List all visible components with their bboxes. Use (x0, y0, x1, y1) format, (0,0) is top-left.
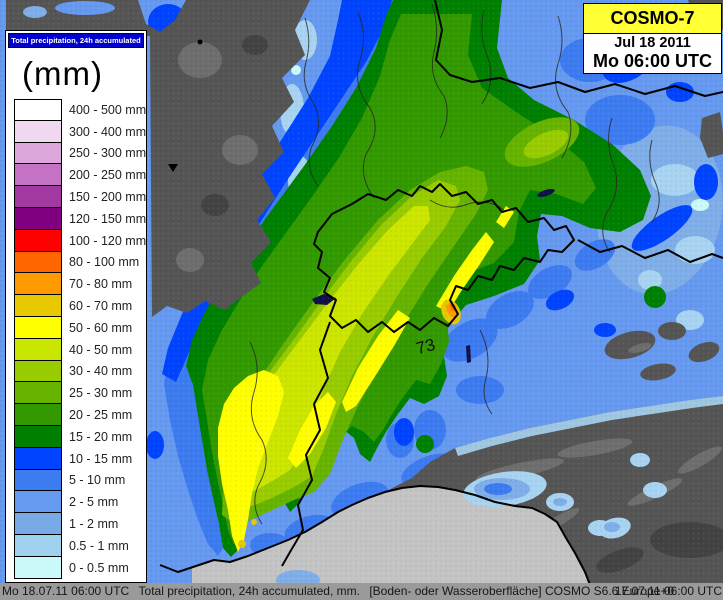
status-bar: Mo 18.07.11 06:00 UTC Total precipitatio… (0, 583, 723, 600)
legend-entry: 400 - 500 mm (14, 99, 147, 121)
legend-entry: 5 - 10 mm (14, 469, 144, 492)
legend-entry: 200 - 250 mm (14, 164, 147, 187)
legend-swatch-color (14, 491, 62, 514)
legend-entry-label: 150 - 200 mm (69, 190, 147, 205)
legend-swatch-color (14, 164, 62, 187)
legend-entry: 1 - 2 mm (14, 513, 144, 535)
legend-panel: Total precipitation, 24h accumulated (mm… (5, 30, 147, 583)
legend-entry: 60 - 70 mm (14, 295, 144, 317)
legend-entry-label: 70 - 80 mm (69, 277, 133, 292)
legend-entry: 20 - 25 mm (14, 404, 144, 426)
legend-title: Total precipitation, 24h accumulated (8, 33, 144, 48)
legend-entry-label: 40 - 50 mm (69, 342, 133, 357)
legend-unit-label: (mm) (22, 55, 103, 92)
legend-swatch-color (14, 207, 62, 230)
status-valid-datetime: Mo 18.07.11 06:00 UTC (2, 584, 130, 598)
legend-entry: 100 - 120 mm (14, 229, 147, 252)
legend-swatch-color (14, 229, 62, 252)
legend-entry: 30 - 40 mm (14, 360, 144, 383)
legend-entry-label: 30 - 40 mm (69, 364, 133, 379)
legend-entry: 250 - 300 mm (14, 142, 147, 165)
legend-swatch-color (14, 469, 62, 492)
legend-swatch-color (14, 556, 62, 579)
legend-entry: 0 - 0.5 mm (14, 556, 144, 579)
legend-entry-label: 300 - 400 mm (69, 124, 147, 139)
legend-entry-label: 60 - 70 mm (69, 299, 133, 314)
legend-swatch-color (14, 447, 62, 470)
legend-swatch-color (14, 534, 62, 557)
legend-entry: 150 - 200 mm (14, 186, 147, 208)
legend-swatch-color (14, 142, 62, 165)
legend-entry-label: 80 - 100 mm (69, 255, 140, 270)
model-name: COSMO-7 (584, 4, 721, 34)
forecast-date: Jul 18 2011 (614, 35, 691, 51)
legend-entry: 15 - 20 mm (14, 425, 144, 448)
legend-entry-label: 10 - 15 mm (69, 451, 133, 466)
legend-entry: 2 - 5 mm (14, 491, 144, 514)
legend-entry-label: 100 - 120 mm (69, 233, 147, 248)
legend-entry-label: 25 - 30 mm (69, 386, 133, 401)
legend-swatch-color (14, 295, 62, 317)
legend-swatch-color (14, 251, 62, 274)
legend-entry: 0.5 - 1 mm (14, 534, 144, 557)
legend-entry: 120 - 150 mm (14, 207, 147, 230)
legend-entry-label: 50 - 60 mm (69, 320, 133, 335)
legend-entry: 25 - 30 mm (14, 382, 144, 405)
max-precip-value-label: 73 (414, 335, 437, 358)
legend-swatch-color (14, 338, 62, 361)
legend-swatch-color (14, 513, 62, 535)
legend-entry: 40 - 50 mm (14, 338, 144, 361)
legend-entries: 400 - 500 mm 300 - 400 mm 250 - 300 mm 200 … (14, 99, 147, 579)
legend-entry-label: 20 - 25 mm (69, 408, 133, 423)
legend-entry: 70 - 80 mm (14, 273, 144, 296)
forecast-valid-time: Mo 06:00 UTC (592, 51, 713, 71)
legend-swatch-color (14, 382, 62, 405)
legend-swatch-color (14, 425, 62, 448)
legend-entry-label: 120 - 150 mm (69, 211, 147, 226)
legend-swatch-color (14, 99, 62, 121)
legend-swatch-color (14, 360, 62, 383)
status-run-datetime: 17.07.11 06:00 UTC (614, 584, 722, 598)
legend-swatch-color (14, 316, 62, 339)
legend-entry-label: 0.5 - 1 mm (69, 538, 129, 553)
legend-entry: 10 - 15 mm (14, 447, 144, 470)
legend-entry: 80 - 100 mm (14, 251, 144, 274)
legend-entry: 300 - 400 mm (14, 120, 147, 143)
status-description: Total precipitation, 24h accumulated, mm… (138, 584, 360, 598)
legend-entry: 50 - 60 mm (14, 316, 144, 339)
legend-entry-label: 250 - 300 mm (69, 146, 147, 161)
legend-entry-label: 400 - 500 mm (69, 102, 147, 117)
legend-entry-label: 1 - 2 mm (69, 517, 119, 532)
legend-swatch-color (14, 120, 62, 143)
legend-swatch-color (14, 404, 62, 426)
forecast-header-box: COSMO-7 Jul 18 2011 Mo 06:00 UTC (583, 3, 722, 74)
legend-entry-label: 15 - 20 mm (69, 429, 133, 444)
legend-entry-label: 0 - 0.5 mm (69, 560, 129, 575)
legend-swatch-color (14, 186, 62, 208)
legend-swatch-color (14, 273, 62, 296)
legend-entry-label: 2 - 5 mm (69, 495, 119, 510)
status-source: [Boden- oder Wasseroberfläche] COSMO S6.… (369, 584, 675, 598)
legend-entry-label: 5 - 10 mm (69, 473, 126, 488)
legend-entry-label: 200 - 250 mm (69, 168, 147, 183)
